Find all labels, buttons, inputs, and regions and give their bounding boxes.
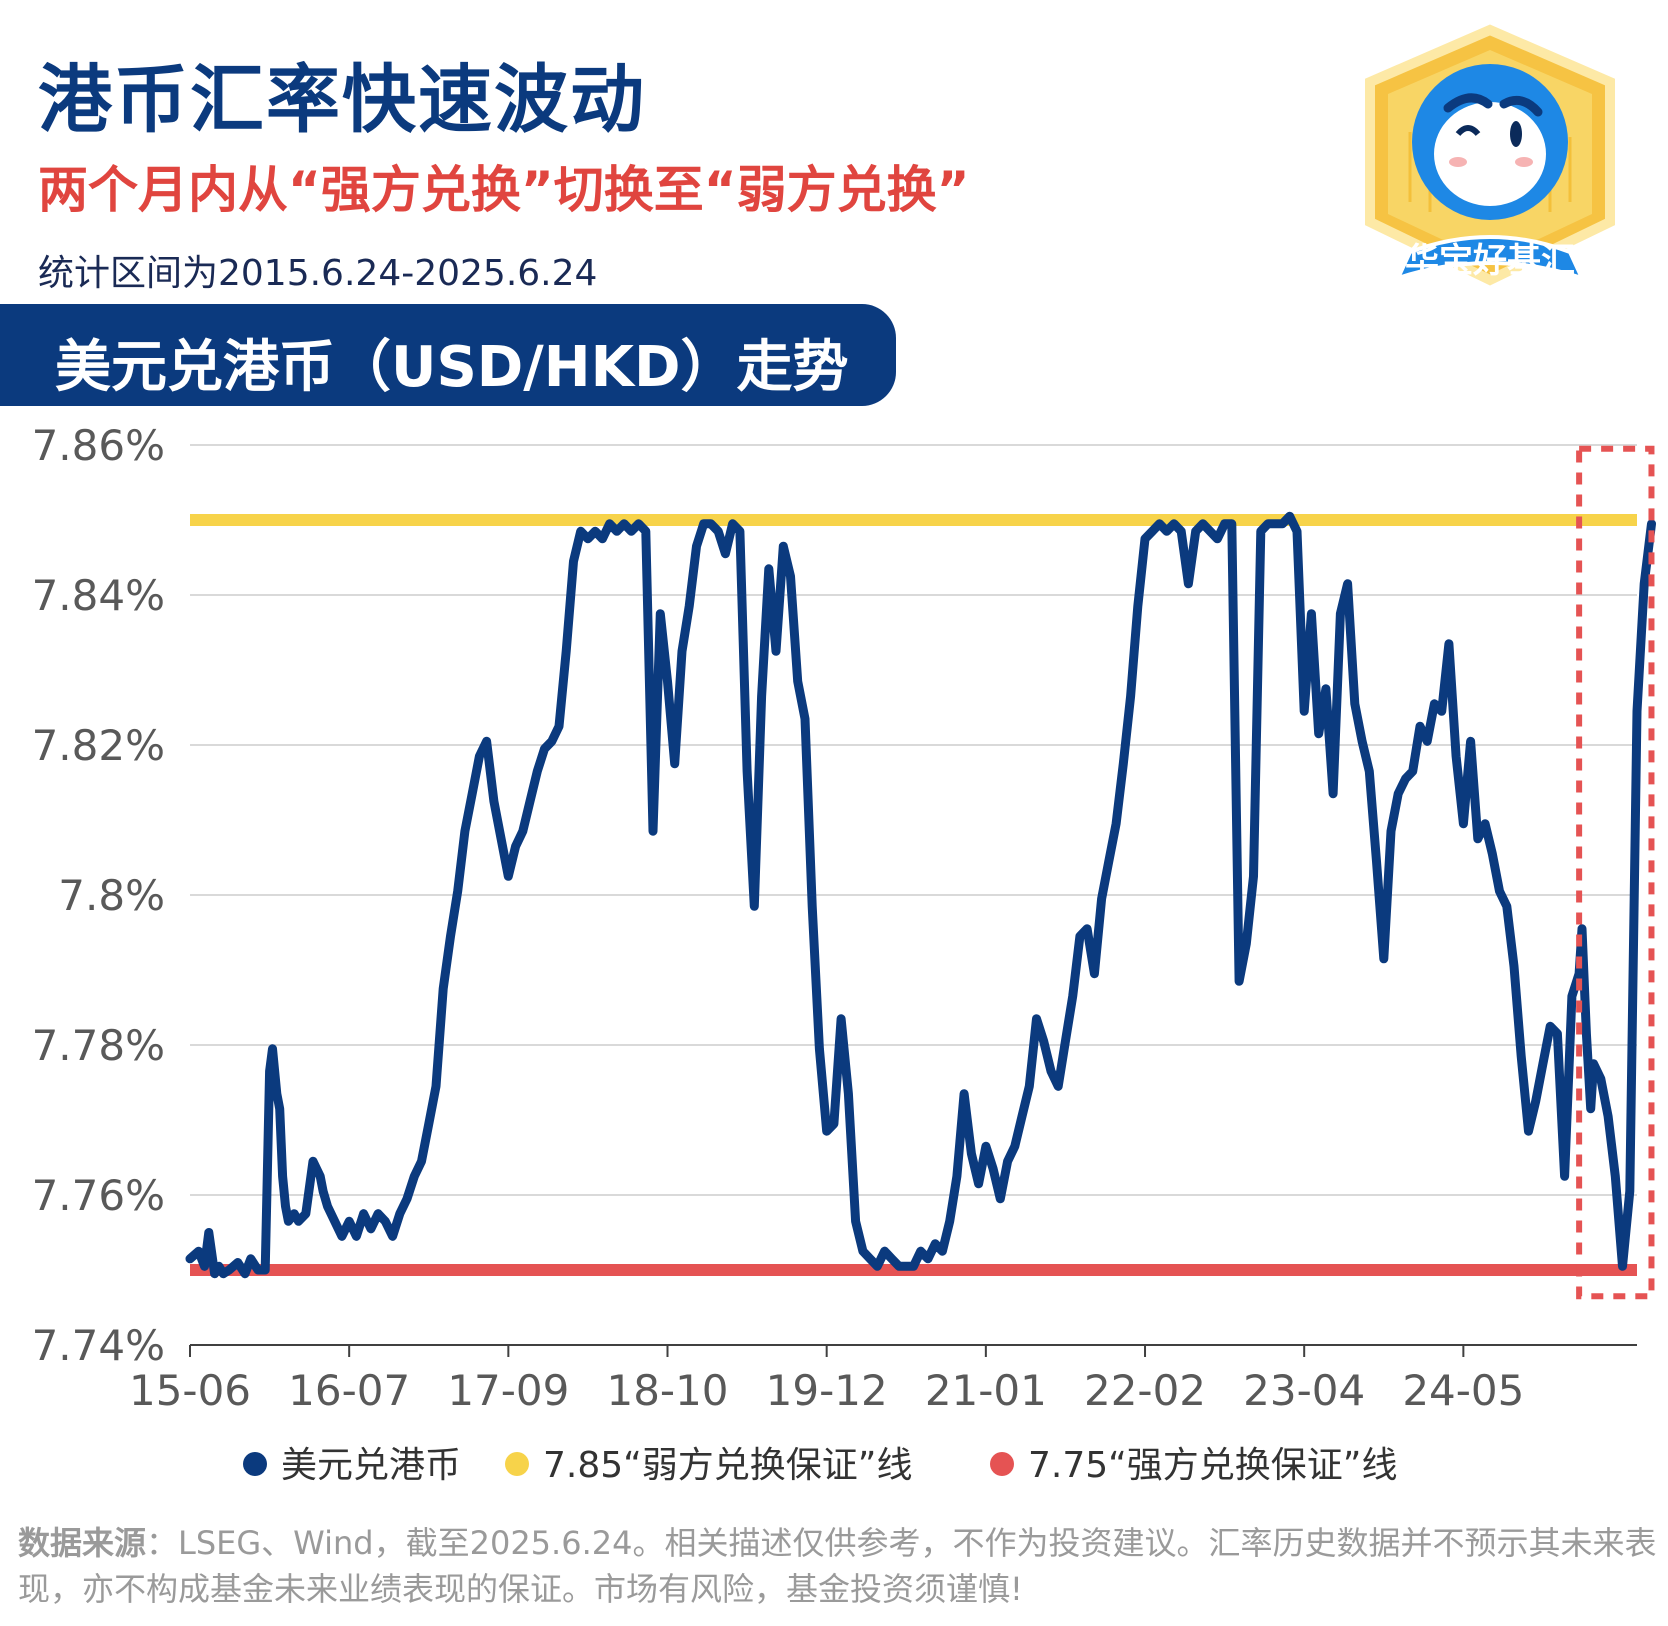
x-tick-label: 18-10 — [606, 1366, 728, 1415]
x-axis: 15-06 16-07 17-09 18-10 19-12 21-01 22-02 23-04… — [129, 1344, 1637, 1415]
mascot-badge-icon: 华宝好基汇 — [1365, 24, 1615, 286]
y-tick-label: 7.74% — [32, 1321, 165, 1370]
legend-dot — [505, 1452, 529, 1476]
legend-label: 7.85“弱方兑换保证”线 — [543, 1445, 913, 1486]
x-tick-label: 23-04 — [1243, 1366, 1365, 1415]
x-tick-label: 24-05 — [1402, 1366, 1524, 1415]
x-tick-label: 16-07 — [288, 1366, 410, 1415]
chart-banner: 美元兑港币（USD/HKD）走势 — [0, 304, 896, 406]
legend-dot — [990, 1452, 1014, 1476]
x-tick-label: 15-06 — [129, 1366, 251, 1415]
y-tick-label: 7.78% — [32, 1021, 165, 1070]
period-text: 统计区间为2015.6.24-2025.6.24 — [38, 253, 598, 294]
x-tick-label: 21-01 — [925, 1366, 1047, 1415]
x-tick-label: 19-12 — [766, 1366, 888, 1415]
highlight-box — [1576, 445, 1655, 1300]
x-tick-label: 17-09 — [447, 1366, 569, 1415]
usd-hkd-line-chart: 7.86% 7.84% 7.82% 7.8% 7.78% 7.76% 7.74% 15-06… — [32, 421, 1656, 1415]
series-line-usd-hkd — [185, 511, 1656, 1279]
y-tick-label: 7.76% — [32, 1171, 165, 1220]
grid-lines — [190, 444, 1637, 1196]
page-subtitle: 两个月内从“强方兑换”切换至“弱方兑换” — [38, 161, 970, 219]
legend-label: 7.75“强方兑换保证”线 — [1028, 1445, 1398, 1486]
page-title: 港币汇率快速波动 — [38, 57, 646, 143]
y-axis-labels: 7.86% 7.84% 7.82% 7.8% 7.78% 7.76% 7.74% — [32, 421, 165, 1370]
x-tick-label: 22-02 — [1084, 1366, 1206, 1415]
y-tick-label: 7.82% — [32, 721, 165, 770]
legend-label: 美元兑港币 — [281, 1445, 462, 1486]
banner-label: 美元兑港币（USD/HKD）走势 — [55, 335, 849, 400]
logo-text: 华宝好基汇 — [1405, 241, 1575, 281]
legend-dot — [243, 1452, 267, 1476]
y-tick-label: 7.84% — [32, 571, 165, 620]
source-note: 数据来源：LSEG、Wind，截至2025.6.24。相关描述仅供参考，不作为投… — [18, 1520, 1658, 1612]
legend: 美元兑港币 7.85“弱方兑换保证”线 7.75“强方兑换保证”线 — [0, 1432, 1668, 1492]
source-label: 数据来源 — [18, 1524, 147, 1562]
source-text: ：LSEG、Wind，截至2025.6.24。相关描述仅供参考，不作为投资建议。… — [18, 1524, 1657, 1608]
y-tick-label: 7.86% — [32, 421, 165, 470]
y-tick-label: 7.8% — [58, 871, 165, 920]
